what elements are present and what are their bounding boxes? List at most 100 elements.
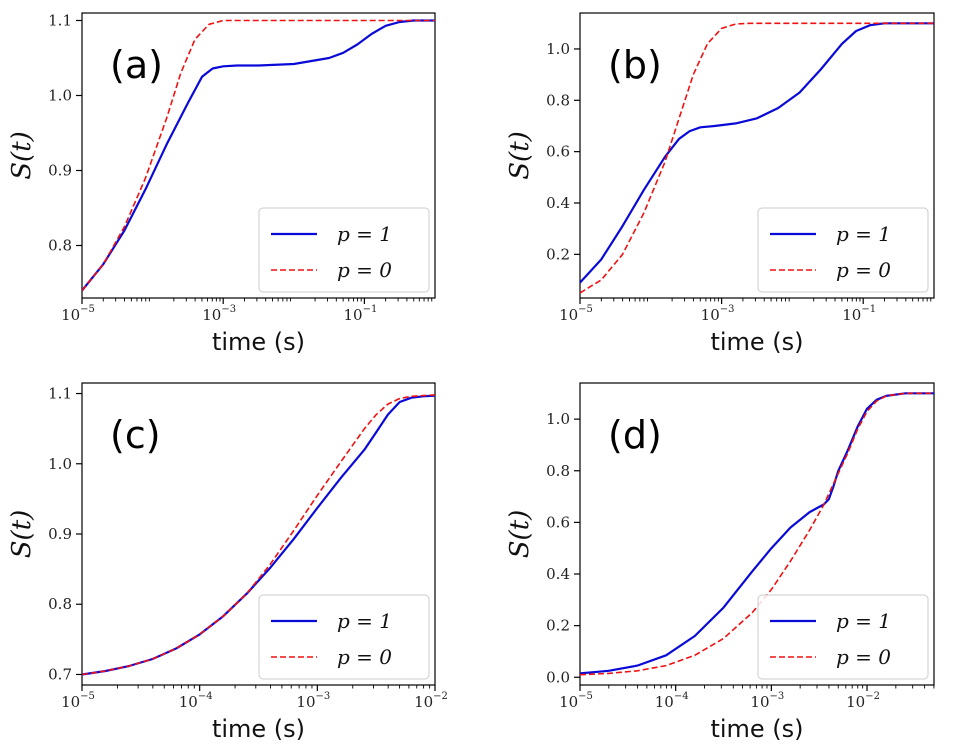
y-tick-label: 0.8 — [546, 91, 570, 109]
x-tick-label: 10−2 — [414, 691, 448, 711]
x-axis-title: time (s) — [710, 328, 803, 356]
y-tick-label: 1.0 — [48, 87, 72, 105]
x-axis-title: time (s) — [710, 715, 803, 743]
x-tick-exp: −2 — [865, 691, 880, 702]
legend-label: p = 1 — [836, 222, 891, 246]
panel-label: (d) — [608, 413, 662, 457]
legend: p = 1 p = 0 — [258, 207, 430, 293]
y-axis-title: S(t) — [7, 131, 37, 180]
x-tick-base: 10 — [559, 306, 578, 324]
y-axis-title: S(t) — [7, 510, 37, 559]
legend-label: p = 1 — [337, 609, 392, 633]
x-tick-base: 10 — [842, 306, 861, 324]
y-tick-label: 0.9 — [48, 525, 72, 543]
y-tick-label: 1.1 — [48, 385, 72, 403]
x-tick-exp: −2 — [433, 691, 448, 702]
panel-label: (b) — [608, 43, 662, 87]
x-tick-exp: −1 — [363, 304, 378, 315]
x-tick-label: 10−1 — [343, 304, 377, 324]
x-tick-base: 10 — [701, 306, 720, 324]
x-tick-label: 10−2 — [846, 691, 880, 711]
y-tick-label: 1.0 — [48, 455, 72, 473]
x-tick-base: 10 — [343, 306, 362, 324]
x-tick-base: 10 — [296, 693, 315, 711]
y-tick-label: 0.8 — [546, 462, 570, 480]
x-axis-title: time (s) — [212, 715, 305, 743]
legend-label: p = 0 — [337, 258, 392, 282]
legend-box — [258, 207, 430, 293]
x-tick-label: 10−5 — [61, 691, 95, 711]
x-tick-label: 10−1 — [842, 304, 876, 324]
x-tick-label: 10−3 — [701, 304, 735, 324]
y-tick-label: 0.8 — [48, 595, 72, 613]
x-tick-exp: −5 — [578, 304, 593, 315]
x-tick-label: 10−5 — [559, 691, 593, 711]
y-tick-label: 1.0 — [546, 410, 570, 428]
x-tick-exp: −5 — [80, 304, 95, 315]
x-tick-base: 10 — [750, 693, 769, 711]
y-tick-label: 0.0 — [546, 668, 570, 686]
x-tick-exp: −5 — [578, 691, 593, 702]
x-tick-exp: −5 — [80, 691, 95, 702]
series-line-p0 — [82, 19, 435, 292]
legend-label: p = 0 — [337, 645, 392, 669]
x-tick-label: 10−3 — [202, 304, 236, 324]
legend-box — [757, 207, 929, 293]
x-axis-title: time (s) — [212, 328, 305, 356]
x-tick-exp: −3 — [720, 304, 735, 315]
x-tick-base: 10 — [202, 306, 221, 324]
series-line-p1 — [580, 392, 934, 675]
y-tick-label: 0.2 — [546, 617, 570, 635]
y-tick-label: 0.4 — [546, 565, 570, 583]
y-axis-title: S(t) — [505, 131, 535, 180]
x-tick-base: 10 — [655, 693, 674, 711]
x-tick-exp: −4 — [674, 691, 689, 702]
x-tick-base: 10 — [61, 306, 80, 324]
x-tick-label: 10−3 — [750, 691, 784, 711]
y-tick-label: 0.2 — [546, 245, 570, 263]
x-tick-base: 10 — [179, 693, 198, 711]
x-tick-base: 10 — [559, 693, 578, 711]
y-tick-label: 0.6 — [546, 143, 570, 161]
legend-label: p = 0 — [836, 258, 891, 282]
x-tick-exp: −1 — [861, 304, 876, 315]
y-tick-label: 0.6 — [546, 513, 570, 531]
x-tick-exp: −3 — [316, 691, 331, 702]
legend-label: p = 1 — [836, 609, 891, 633]
x-tick-exp: −3 — [770, 691, 785, 702]
series-line-p0 — [82, 394, 435, 676]
y-tick-label: 1.0 — [546, 40, 570, 58]
y-tick-label: 0.9 — [48, 162, 72, 180]
legend-box — [757, 594, 929, 680]
x-tick-exp: −4 — [198, 691, 213, 702]
y-tick-label: 0.7 — [48, 665, 72, 683]
y-tick-label: 0.4 — [546, 194, 570, 212]
x-tick-base: 10 — [414, 693, 433, 711]
legend: p = 1 p = 0 — [757, 594, 929, 680]
x-tick-label: 10−4 — [179, 691, 213, 711]
y-axis-title: S(t) — [505, 510, 535, 559]
series-line-p1 — [580, 22, 934, 284]
series-line-p0 — [580, 22, 934, 294]
x-tick-label: 10−5 — [559, 304, 593, 324]
panel-label: (a) — [110, 43, 163, 87]
panel-label: (c) — [110, 413, 161, 457]
x-tick-label: 10−5 — [61, 304, 95, 324]
legend-box — [258, 594, 430, 680]
x-tick-exp: −3 — [221, 304, 236, 315]
legend-label: p = 1 — [337, 222, 392, 246]
x-tick-label: 10−3 — [296, 691, 330, 711]
y-tick-label: 0.8 — [48, 237, 72, 255]
y-tick-label: 1.1 — [48, 12, 72, 30]
x-tick-base: 10 — [846, 693, 865, 711]
legend-label: p = 0 — [836, 645, 891, 669]
legend: p = 1 p = 0 — [757, 207, 929, 293]
x-tick-base: 10 — [61, 693, 80, 711]
series-line-p1 — [82, 19, 435, 292]
x-tick-label: 10−4 — [655, 691, 689, 711]
